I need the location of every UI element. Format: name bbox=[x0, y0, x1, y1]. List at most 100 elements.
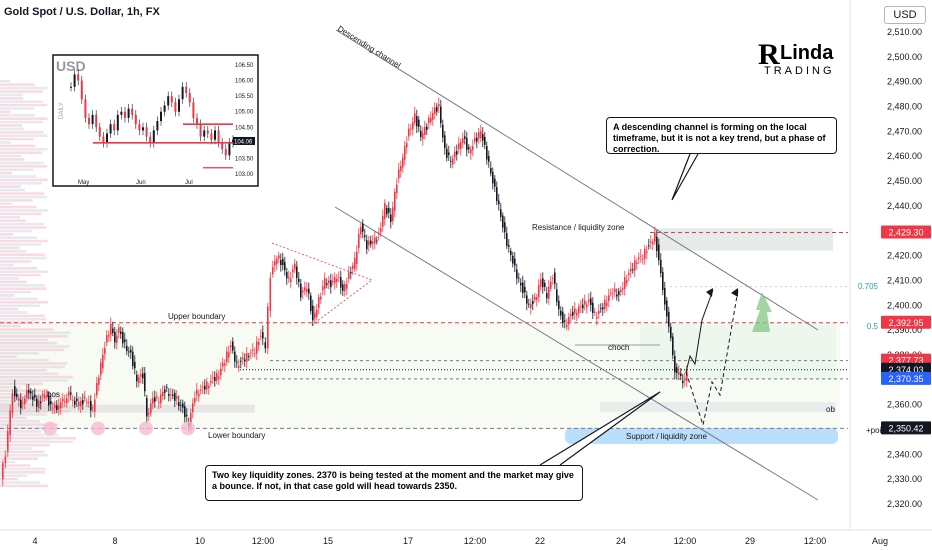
candle-body[interactable] bbox=[468, 147, 470, 150]
candle-body[interactable] bbox=[278, 255, 280, 259]
candle-body[interactable] bbox=[592, 302, 594, 313]
channel-lower-line[interactable] bbox=[334, 206, 819, 501]
candle-body[interactable] bbox=[78, 401, 80, 406]
candle-body[interactable] bbox=[562, 311, 564, 323]
candle-body[interactable] bbox=[148, 412, 150, 415]
candle-body[interactable] bbox=[646, 251, 648, 253]
candle-body[interactable] bbox=[368, 240, 370, 246]
candle-body[interactable] bbox=[174, 392, 176, 401]
candle-body[interactable] bbox=[328, 280, 330, 284]
candle-body[interactable] bbox=[88, 402, 90, 403]
zones-note[interactable]: Two key liquidity zones. 2370 is being t… bbox=[205, 465, 583, 501]
candle-body[interactable] bbox=[398, 169, 400, 179]
candle-body[interactable] bbox=[570, 313, 572, 316]
swing-low-marker[interactable] bbox=[139, 421, 153, 436]
candle-body[interactable] bbox=[436, 106, 438, 112]
candle-body[interactable] bbox=[560, 310, 562, 316]
candle-body[interactable] bbox=[506, 233, 508, 246]
candle-body[interactable] bbox=[532, 301, 534, 305]
candle-body[interactable] bbox=[654, 232, 656, 242]
candle-body[interactable] bbox=[572, 311, 574, 316]
candle-body[interactable] bbox=[82, 400, 84, 405]
candle-body[interactable] bbox=[548, 286, 550, 299]
candle-body[interactable] bbox=[196, 389, 198, 395]
candle-body[interactable] bbox=[294, 263, 296, 270]
candle-body[interactable] bbox=[568, 316, 570, 325]
candle-body[interactable] bbox=[48, 395, 50, 406]
candle-body[interactable] bbox=[226, 351, 228, 363]
price-tag[interactable] bbox=[881, 371, 931, 385]
candle-body[interactable] bbox=[212, 377, 214, 379]
candle-body[interactable] bbox=[480, 131, 482, 139]
candle-body[interactable] bbox=[9, 410, 11, 436]
candle-body[interactable] bbox=[64, 401, 66, 403]
candle-body[interactable] bbox=[408, 128, 410, 137]
candle-body[interactable] bbox=[208, 386, 210, 389]
candle-body[interactable] bbox=[546, 293, 548, 299]
candle-body[interactable] bbox=[656, 236, 658, 251]
candle-body[interactable] bbox=[454, 151, 456, 158]
candle-body[interactable] bbox=[288, 277, 290, 279]
candle-body[interactable] bbox=[352, 265, 354, 269]
candle-body[interactable] bbox=[100, 362, 102, 376]
candle-body[interactable] bbox=[596, 316, 598, 319]
candle-body[interactable] bbox=[50, 400, 52, 405]
candle-body[interactable] bbox=[218, 376, 220, 379]
candle-body[interactable] bbox=[426, 126, 428, 130]
candle-body[interactable] bbox=[644, 248, 646, 259]
candle-body[interactable] bbox=[684, 379, 686, 381]
candle-body[interactable] bbox=[164, 389, 166, 393]
candle-body[interactable] bbox=[112, 328, 114, 333]
candle-body[interactable] bbox=[324, 278, 326, 289]
candle-body[interactable] bbox=[422, 133, 424, 139]
candle-body[interactable] bbox=[332, 281, 334, 282]
candle-body[interactable] bbox=[424, 127, 426, 135]
candle-body[interactable] bbox=[250, 352, 252, 354]
candle-body[interactable] bbox=[484, 136, 486, 145]
candle-body[interactable] bbox=[470, 149, 472, 154]
candle-body[interactable] bbox=[336, 278, 338, 282]
candle-body[interactable] bbox=[192, 403, 194, 412]
candle-body[interactable] bbox=[58, 405, 60, 410]
candle-body[interactable] bbox=[492, 172, 494, 184]
candle-body[interactable] bbox=[4, 456, 7, 464]
candle-body[interactable] bbox=[72, 399, 74, 401]
candle-body[interactable] bbox=[302, 290, 304, 293]
candle-body[interactable] bbox=[612, 293, 614, 295]
inset-chart-frame[interactable] bbox=[52, 54, 259, 187]
candle-body[interactable] bbox=[98, 377, 100, 385]
candle-body[interactable] bbox=[374, 237, 376, 244]
price-tag[interactable] bbox=[881, 421, 931, 435]
candle-body[interactable] bbox=[102, 354, 104, 369]
candle-body[interactable] bbox=[372, 241, 374, 244]
candle-body[interactable] bbox=[600, 308, 602, 310]
bounce-arrow[interactable] bbox=[752, 292, 772, 332]
candle-body[interactable] bbox=[672, 336, 674, 356]
candle-body[interactable] bbox=[330, 280, 332, 288]
candle-body[interactable] bbox=[632, 269, 634, 271]
candle-body[interactable] bbox=[200, 389, 202, 391]
resistance-zone[interactable] bbox=[655, 228, 833, 251]
swing-low-marker[interactable] bbox=[43, 421, 57, 436]
candle-body[interactable] bbox=[664, 288, 666, 305]
candle-body[interactable] bbox=[554, 272, 556, 284]
candle-body[interactable] bbox=[402, 157, 404, 168]
candle-body[interactable] bbox=[526, 295, 528, 304]
candle-body[interactable] bbox=[60, 402, 62, 409]
candle-body[interactable] bbox=[256, 341, 258, 354]
candle-body[interactable] bbox=[666, 300, 668, 317]
candle-body[interactable] bbox=[134, 362, 136, 369]
candle-body[interactable] bbox=[418, 119, 420, 127]
candle-body[interactable] bbox=[234, 351, 236, 362]
candle-body[interactable] bbox=[364, 235, 366, 237]
candle-body[interactable] bbox=[128, 351, 130, 353]
candle-body[interactable] bbox=[16, 393, 18, 397]
candle-body[interactable] bbox=[450, 160, 452, 162]
swing-low-marker[interactable] bbox=[181, 421, 195, 436]
candle-body[interactable] bbox=[584, 300, 586, 305]
candle-body[interactable] bbox=[410, 128, 412, 130]
candle-body[interactable] bbox=[542, 278, 544, 288]
candle-body[interactable] bbox=[24, 398, 26, 405]
candle-body[interactable] bbox=[80, 400, 82, 407]
candle-body[interactable] bbox=[680, 373, 682, 376]
